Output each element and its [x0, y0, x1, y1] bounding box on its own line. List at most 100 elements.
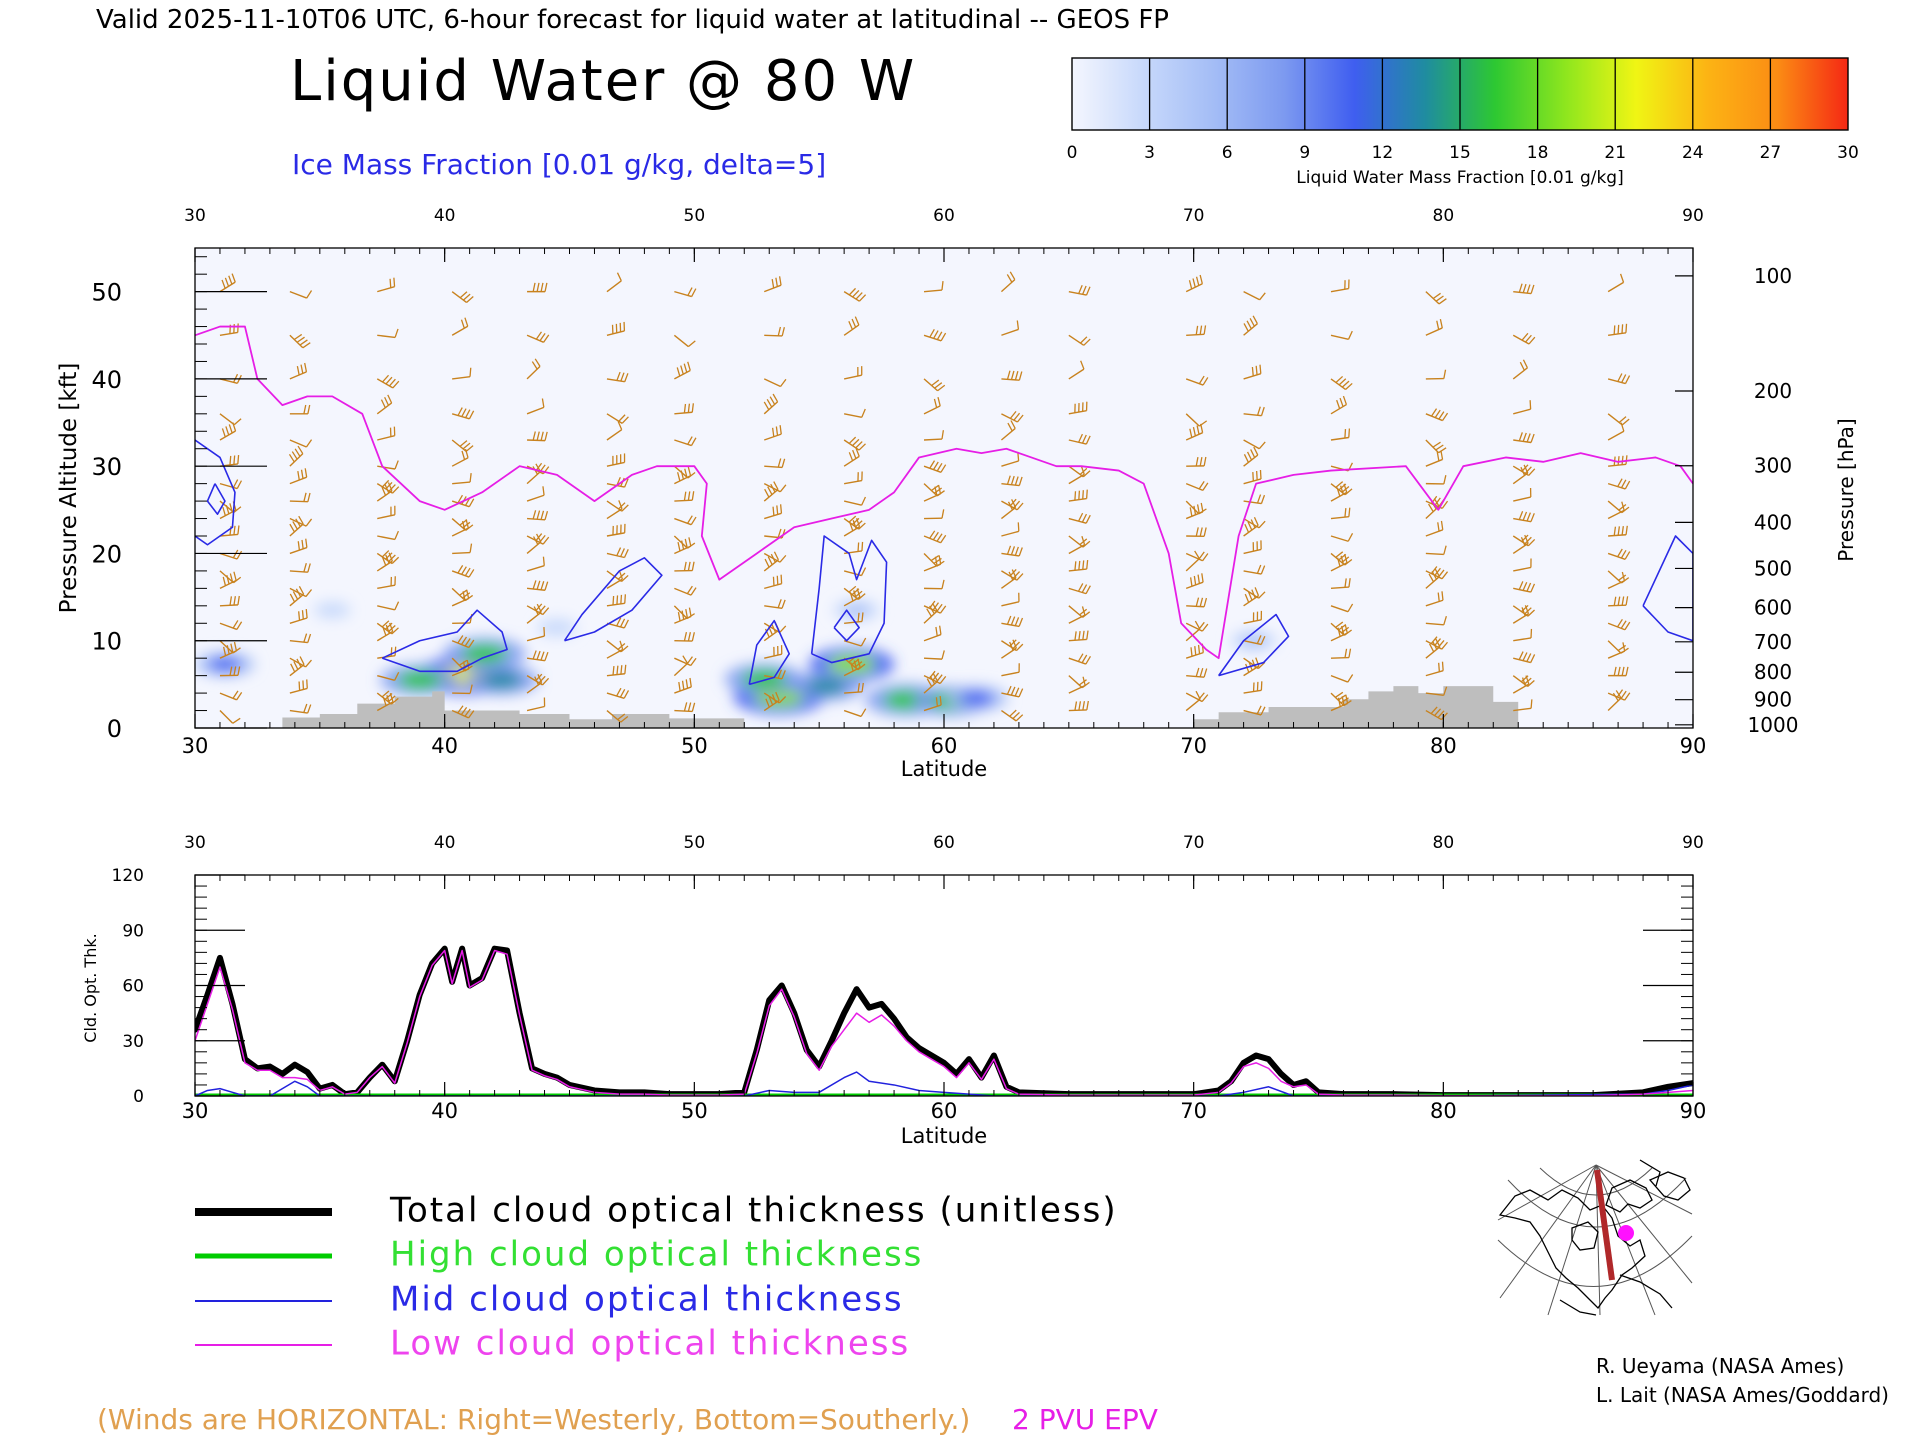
wind-barb: [1513, 699, 1533, 712]
wind-barb: [1185, 500, 1207, 515]
wind-barb: [674, 702, 696, 713]
wind-barb: [1330, 621, 1353, 636]
wind-barb: [527, 282, 548, 293]
wind-barb: [376, 479, 400, 494]
colorbar-tick-label: 0: [1067, 143, 1078, 163]
wind-barb: [1185, 375, 1209, 386]
optical-thickness-xlabel: Latitude: [901, 1124, 987, 1148]
y-tick-label: 50: [91, 279, 122, 307]
credit-2: L. Lait (NASA Ames/Goddard): [1596, 1383, 1889, 1407]
wind-barb: [843, 316, 860, 336]
wind-barb: [923, 378, 946, 392]
wind-barb: [451, 705, 475, 719]
wind-barb: [1330, 375, 1353, 391]
wind-barb: [376, 690, 399, 705]
wind-barb: [1001, 639, 1017, 659]
x-tick-label-top: 30: [184, 833, 206, 853]
terrain: [282, 686, 1519, 728]
tropopause-2pvu: [195, 325, 1693, 660]
y-tick-label: 30: [91, 453, 122, 481]
wind-barb: [844, 682, 864, 694]
colorbar-tick-label: 3: [1144, 143, 1155, 163]
x-tick-label-top: 70: [1183, 833, 1205, 853]
wind-barb: [1330, 395, 1348, 415]
x-tick-label: 40: [431, 1099, 458, 1123]
wind-barb: [1068, 489, 1088, 502]
pressure-tick-label: 800: [1754, 660, 1792, 684]
wind-barb: [526, 627, 546, 642]
x-tick-label-top: 50: [684, 833, 706, 853]
y-tick-label: 120: [112, 866, 144, 886]
wind-barb: [1068, 630, 1089, 642]
map-coastlines: [1498, 1159, 1691, 1316]
wind-barb: [289, 679, 308, 694]
liquid-water-blob-core: [545, 622, 569, 633]
wind-barb: [1607, 273, 1625, 293]
wind-barb: [526, 650, 549, 662]
pvu-label: 2 PVU EPV: [1012, 1403, 1158, 1436]
wind-barb: [1608, 666, 1629, 677]
wind-barb: [1001, 522, 1020, 537]
wind-barb: [289, 468, 308, 485]
wind-barb: [1068, 512, 1091, 524]
cross-section-xlabel: Latitude: [901, 757, 987, 781]
x-tick-label: 30: [182, 734, 209, 758]
wind-barb: [1513, 628, 1533, 642]
wind-barb: [1513, 432, 1535, 444]
wind-barb: [289, 362, 308, 380]
pressure-tick-label: 900: [1754, 688, 1792, 712]
wind-barb: [1607, 640, 1629, 654]
wind-barb: [1068, 700, 1089, 712]
wind-barb: [1607, 570, 1630, 584]
wind-barbs: [219, 271, 1631, 724]
wind-barb: [1001, 663, 1020, 677]
wind-barb: [1001, 370, 1023, 381]
wind-barb: [1243, 635, 1266, 646]
colorbar-label: Liquid Water Mass Fraction [0.01 g/kg]: [1296, 168, 1623, 188]
wind-barb: [1185, 573, 1204, 590]
x-tick-label-top: 40: [434, 206, 456, 226]
wind-barb: [843, 366, 863, 380]
wind-barb: [1001, 545, 1023, 557]
wind-barb: [1513, 581, 1536, 593]
wind-barb: [763, 378, 787, 388]
wind-barb: [764, 599, 786, 610]
wind-barb: [1243, 681, 1263, 694]
wind-barb: [923, 625, 942, 642]
wind-barb: [843, 408, 866, 418]
wind-barb: [1000, 420, 1016, 441]
wind-barb: [452, 473, 472, 485]
wind-barb: [377, 277, 396, 293]
ice-contour: [195, 439, 236, 546]
wind-barb: [606, 453, 626, 467]
y-tick-label: 60: [122, 977, 144, 997]
x-tick-label: 50: [681, 1099, 708, 1123]
wind-barb: [763, 552, 787, 563]
wind-barb: [451, 407, 475, 420]
wind-barb: [1001, 685, 1024, 698]
colorbar-tick-label: 15: [1449, 143, 1471, 163]
wind-barb: [923, 281, 944, 293]
wind-barb: [924, 579, 945, 590]
wind-barb: [764, 645, 783, 659]
wind-barb: [764, 458, 786, 469]
wind-barb: [673, 334, 696, 348]
ice-contour: [563, 557, 663, 642]
wind-barb: [843, 585, 866, 600]
wind-barb: [1512, 359, 1529, 380]
wind-barb: [923, 695, 942, 712]
wind-barb: [1512, 604, 1535, 617]
ice-contour: [810, 535, 888, 664]
wind-barb: [674, 403, 694, 415]
x-tick-label: 30: [182, 1099, 209, 1123]
wind-barb: [763, 692, 787, 704]
y-tick-label: 0: [107, 715, 122, 743]
wind-barb: [289, 703, 312, 714]
wind-barb: [1068, 334, 1091, 346]
x-tick-label-top: 80: [1433, 833, 1455, 853]
wind-barb: [219, 710, 241, 724]
wind-barb: [764, 504, 783, 520]
wind-barb: [1243, 705, 1266, 716]
y-tick-label: 40: [91, 366, 122, 394]
